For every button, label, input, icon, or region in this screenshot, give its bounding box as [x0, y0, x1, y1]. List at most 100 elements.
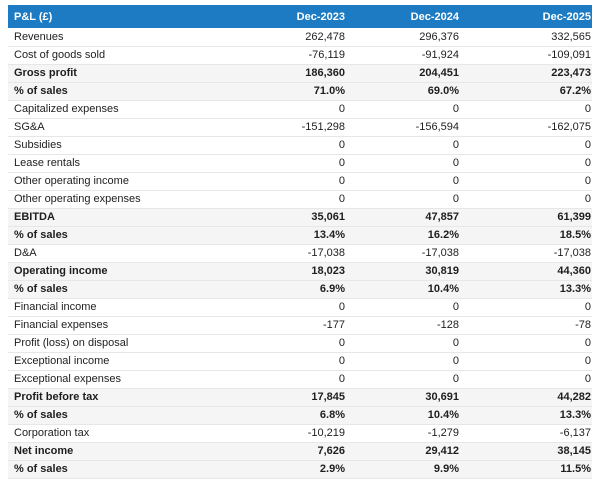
- row-value: 0: [248, 136, 346, 155]
- table-row: Lease rentals 0 0 0: [8, 154, 592, 173]
- row-label: Financial expenses: [8, 316, 248, 335]
- row-value: 0: [346, 154, 460, 173]
- row-value: 0: [248, 334, 346, 353]
- row-value: 0: [346, 172, 460, 191]
- row-label: Financial income: [8, 298, 248, 317]
- row-value: 69.0%: [346, 82, 460, 101]
- row-value: 0: [460, 136, 592, 155]
- row-value: 0: [248, 352, 346, 371]
- table-row: % of sales 71.0% 69.0% 67.2%: [8, 82, 592, 101]
- table-row: Exceptional expenses 0 0 0: [8, 370, 592, 389]
- table-row: Other operating expenses 0 0 0: [8, 190, 592, 209]
- row-label: Other operating expenses: [8, 190, 248, 209]
- row-value: -109,091: [460, 46, 592, 65]
- row-value: 0: [248, 172, 346, 191]
- row-value: -78: [460, 316, 592, 335]
- table-row: Profit (loss) on disposal 0 0 0: [8, 334, 592, 353]
- column-header-dec-2023: Dec-2023: [248, 5, 346, 28]
- header-row: P&L (£) Dec-2023 Dec-2024 Dec-2025: [8, 5, 592, 28]
- row-value: 0: [460, 190, 592, 209]
- row-value: 296,376: [346, 28, 460, 47]
- row-label: Other operating income: [8, 172, 248, 191]
- row-value: -17,038: [248, 244, 346, 263]
- row-label: Capitalized expenses: [8, 100, 248, 119]
- row-label: SG&A: [8, 118, 248, 137]
- row-value: 30,819: [346, 262, 460, 281]
- row-value: 16.2%: [346, 226, 460, 245]
- pnl-table: P&L (£) Dec-2023 Dec-2024 Dec-2025 Reven…: [8, 5, 592, 479]
- table-row: D&A -17,038 -17,038 -17,038: [8, 244, 592, 263]
- table-row: % of sales 6.9% 10.4% 13.3%: [8, 280, 592, 299]
- row-value: -6,137: [460, 424, 592, 443]
- row-value: 61,399: [460, 208, 592, 227]
- row-value: -17,038: [460, 244, 592, 263]
- row-value: 0: [248, 190, 346, 209]
- row-value: 9.9%: [346, 460, 460, 479]
- row-value: -10,219: [248, 424, 346, 443]
- row-value: 0: [248, 298, 346, 317]
- pnl-table-container: P&L (£) Dec-2023 Dec-2024 Dec-2025 Reven…: [8, 5, 592, 479]
- row-value: 13.3%: [460, 280, 592, 299]
- row-value: -1,279: [346, 424, 460, 443]
- table-row: Operating income 18,023 30,819 44,360: [8, 262, 592, 281]
- column-header-dec-2024: Dec-2024: [346, 5, 460, 28]
- table-row: % of sales 13.4% 16.2% 18.5%: [8, 226, 592, 245]
- row-value: -177: [248, 316, 346, 335]
- row-value: 18,023: [248, 262, 346, 281]
- row-value: -151,298: [248, 118, 346, 137]
- table-row: Net income 7,626 29,412 38,145: [8, 442, 592, 461]
- row-value: 0: [460, 352, 592, 371]
- row-label: Subsidies: [8, 136, 248, 155]
- row-value: 67.2%: [460, 82, 592, 101]
- table-row: Revenues 262,478 296,376 332,565: [8, 28, 592, 47]
- row-value: 0: [346, 190, 460, 209]
- row-value: 18.5%: [460, 226, 592, 245]
- row-label: Cost of goods sold: [8, 46, 248, 65]
- table-row: Profit before tax 17,845 30,691 44,282: [8, 388, 592, 407]
- table-title: P&L (£): [8, 5, 248, 28]
- row-value: -91,924: [346, 46, 460, 65]
- row-value: 0: [346, 370, 460, 389]
- row-value: 0: [460, 154, 592, 173]
- table-row: % of sales 2.9% 9.9% 11.5%: [8, 460, 592, 479]
- row-value: 35,061: [248, 208, 346, 227]
- table-row: Gross profit 186,360 204,451 223,473: [8, 64, 592, 83]
- row-label: Corporation tax: [8, 424, 248, 443]
- column-header-dec-2025: Dec-2025: [460, 5, 592, 28]
- row-value: -76,119: [248, 46, 346, 65]
- row-value: 6.8%: [248, 406, 346, 425]
- table-row: Cost of goods sold -76,119 -91,924 -109,091: [8, 46, 592, 65]
- row-value: 0: [248, 100, 346, 119]
- row-value: 0: [460, 334, 592, 353]
- row-label: D&A: [8, 244, 248, 263]
- row-value: 262,478: [248, 28, 346, 47]
- row-value: -17,038: [346, 244, 460, 263]
- table-row: EBITDA 35,061 47,857 61,399: [8, 208, 592, 227]
- row-label: % of sales: [8, 280, 248, 299]
- row-value: 223,473: [460, 64, 592, 83]
- table-row: Financial income 0 0 0: [8, 298, 592, 317]
- row-label: Exceptional income: [8, 352, 248, 371]
- row-value: 17,845: [248, 388, 346, 407]
- row-value: 0: [248, 370, 346, 389]
- row-value: 0: [346, 334, 460, 353]
- row-label: Operating income: [8, 262, 248, 281]
- row-label: Gross profit: [8, 64, 248, 83]
- row-value: 13.3%: [460, 406, 592, 425]
- row-value: 2.9%: [248, 460, 346, 479]
- row-value: 0: [248, 154, 346, 173]
- row-value: 38,145: [460, 442, 592, 461]
- row-value: 6.9%: [248, 280, 346, 299]
- row-value: 7,626: [248, 442, 346, 461]
- table-row: Corporation tax -10,219 -1,279 -6,137: [8, 424, 592, 443]
- row-label: Profit (loss) on disposal: [8, 334, 248, 353]
- row-value: 29,412: [346, 442, 460, 461]
- row-label: Revenues: [8, 28, 248, 47]
- row-value: 0: [460, 172, 592, 191]
- table-row: Capitalized expenses 0 0 0: [8, 100, 592, 119]
- table-row: % of sales 6.8% 10.4% 13.3%: [8, 406, 592, 425]
- row-value: 0: [346, 136, 460, 155]
- table-body: Revenues 262,478 296,376 332,565 Cost of goo…: [8, 28, 592, 479]
- table-row: SG&A -151,298 -156,594 -162,075: [8, 118, 592, 137]
- row-label: Lease rentals: [8, 154, 248, 173]
